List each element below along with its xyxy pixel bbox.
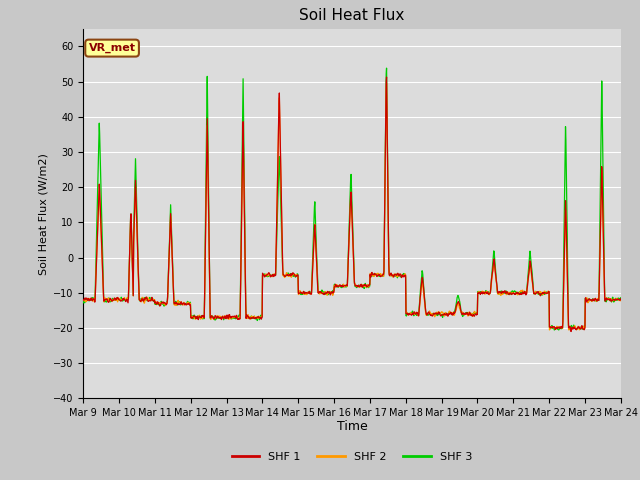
Line: SHF 3: SHF 3 — [83, 68, 621, 330]
SHF 3 — [554, 326, 561, 332]
SHF 1 — [186, 302, 193, 308]
Y-axis label: Soil Heat Flux (W/m2): Soil Heat Flux (W/m2) — [39, 153, 49, 275]
SHF 3 — [617, 295, 625, 300]
SHF 2 — [436, 310, 444, 316]
SHF 2 — [383, 80, 390, 86]
SHF 2 — [554, 324, 561, 330]
Legend: SHF 1, SHF 2, SHF 3: SHF 1, SHF 2, SHF 3 — [227, 448, 477, 467]
SHF 1 — [506, 290, 514, 296]
X-axis label: Time: Time — [337, 420, 367, 432]
Text: VR_met: VR_met — [88, 43, 136, 53]
SHF 2 — [259, 272, 267, 278]
SHF 2 — [79, 297, 87, 302]
SHF 2 — [506, 289, 514, 295]
SHF 1 — [567, 329, 575, 335]
SHF 1 — [259, 271, 267, 277]
SHF 1 — [79, 297, 87, 303]
SHF 3 — [79, 300, 87, 306]
SHF 3 — [383, 65, 390, 71]
SHF 1 — [383, 74, 390, 80]
SHF 2 — [199, 315, 207, 321]
Title: Soil Heat Flux: Soil Heat Flux — [300, 9, 404, 24]
Line: SHF 2: SHF 2 — [83, 83, 621, 330]
SHF 3 — [186, 300, 193, 306]
SHF 2 — [186, 300, 193, 306]
SHF 2 — [565, 327, 573, 333]
SHF 1 — [436, 310, 444, 316]
SHF 1 — [617, 296, 625, 301]
SHF 3 — [550, 327, 558, 333]
SHF 3 — [436, 311, 444, 317]
SHF 3 — [199, 315, 207, 321]
SHF 1 — [554, 324, 561, 330]
SHF 2 — [617, 298, 625, 304]
Line: SHF 1: SHF 1 — [83, 77, 621, 332]
SHF 3 — [506, 292, 514, 298]
SHF 1 — [199, 313, 207, 319]
SHF 3 — [259, 272, 267, 278]
